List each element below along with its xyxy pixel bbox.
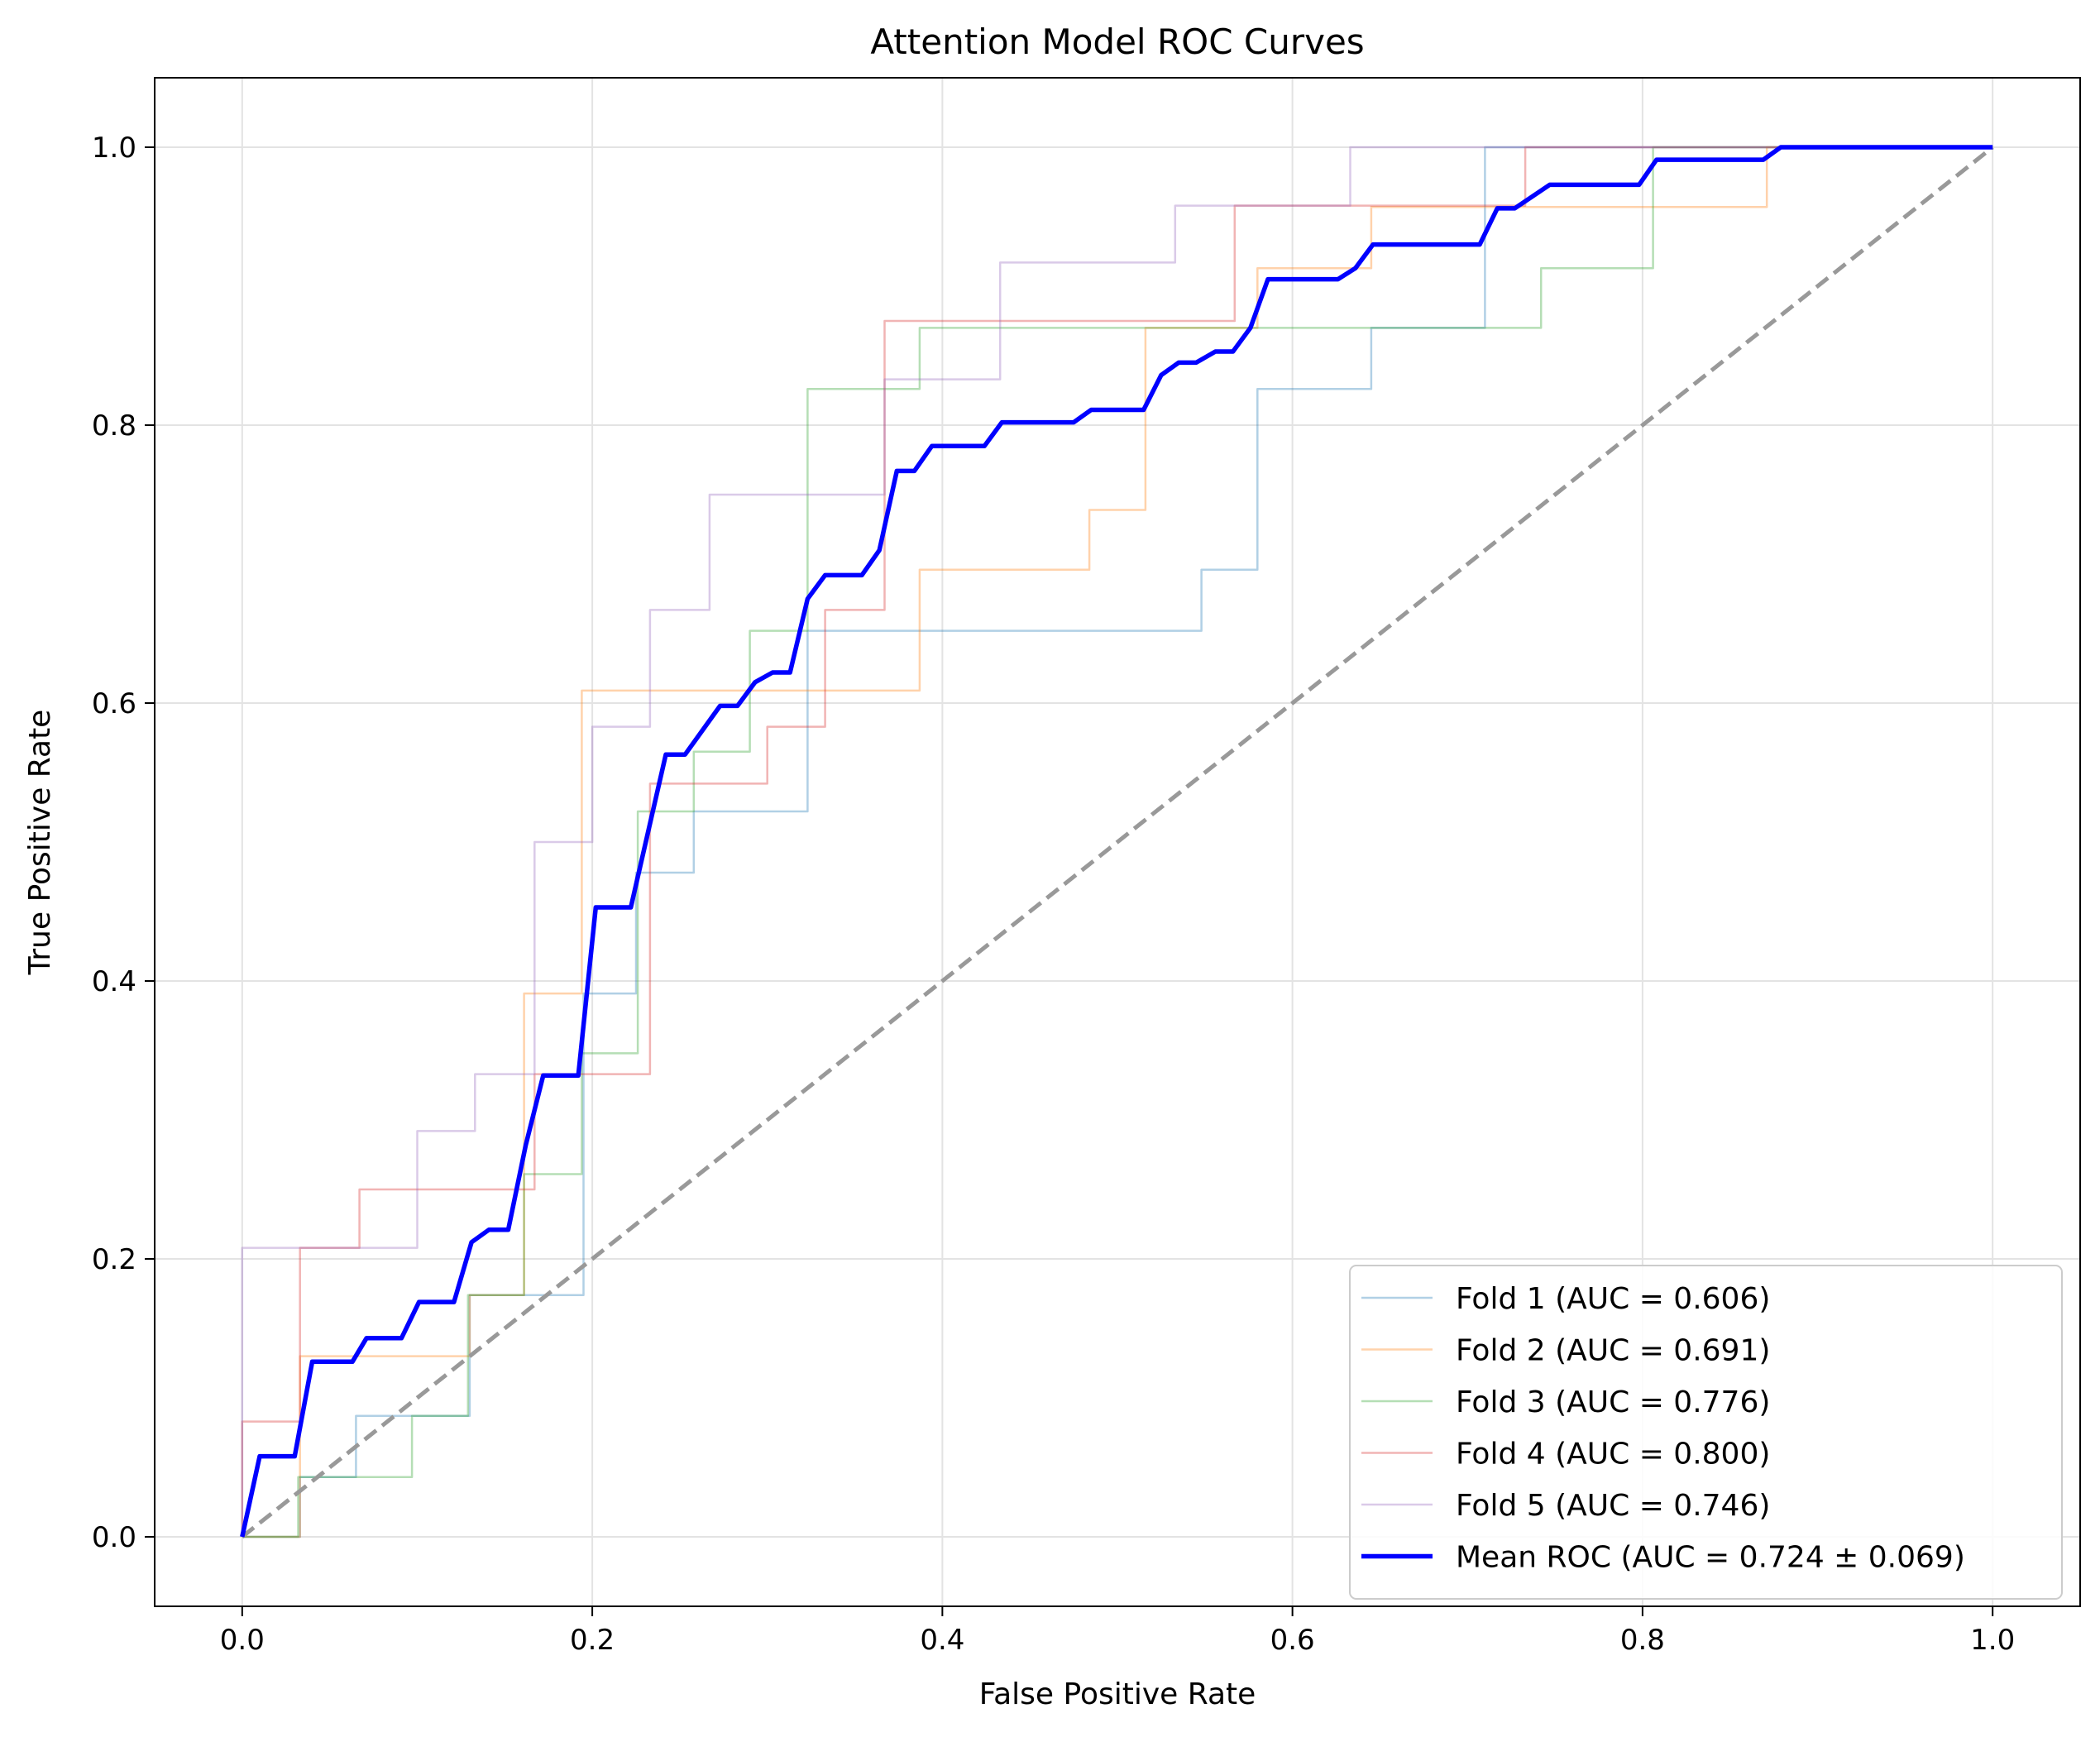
mean-roc-line (240, 145, 1993, 1538)
x-tick-label: 0.0 (220, 1624, 265, 1657)
legend-label: Fold 2 (AUC = 0.691) (1456, 1334, 1770, 1368)
legend-label: Mean ROC (AUC = 0.724 ± 0.069) (1456, 1541, 1965, 1575)
y-tick-label: 0.0 (92, 1521, 136, 1554)
x-tick-label: 0.8 (1620, 1624, 1665, 1657)
y-axis-title: True Positive Rate (23, 710, 57, 976)
fold-5-line (241, 146, 1993, 1537)
x-tick-label: 0.2 (570, 1624, 615, 1657)
legend-label: Fold 4 (AUC = 0.800) (1456, 1438, 1770, 1471)
fold-4-line (241, 146, 1993, 1537)
x-tick-label: 0.4 (920, 1624, 964, 1657)
y-tick-label: 0.2 (92, 1243, 136, 1276)
x-tick-label: 1.0 (1970, 1624, 2015, 1657)
fold-1-line (242, 146, 1993, 1538)
legend-label: Fold 1 (AUC = 0.606) (1456, 1282, 1770, 1316)
legend-label: Fold 5 (AUC = 0.746) (1456, 1489, 1770, 1523)
legend-label: Fold 3 (AUC = 0.776) (1456, 1385, 1770, 1419)
fold-2-line (242, 146, 1993, 1538)
y-tick-label: 0.6 (92, 687, 136, 720)
fold-3-line (242, 146, 1993, 1538)
y-tick-label: 1.0 (92, 132, 136, 165)
series-lines (240, 145, 1994, 1538)
x-tick-label: 0.6 (1270, 1624, 1315, 1657)
y-tick-label: 0.8 (92, 409, 136, 443)
legend: Fold 1 (AUC = 0.606) Fold 2 (AUC = 0.691)… (1349, 1265, 2063, 1600)
y-tick-label: 0.4 (92, 965, 136, 998)
axis-ticks: 0.0 0.2 0.4 0.6 0.8 1.0 0.0 0.2 0.4 0.6 0.8 1.0 (92, 132, 2015, 1657)
legend-box (1349, 1265, 2063, 1600)
grid-lines (155, 78, 2080, 1606)
plot-frame (154, 77, 2081, 1607)
x-axis-title: False Positive Rate (979, 1677, 1256, 1711)
diagonal-line (241, 146, 1994, 1538)
chart-title: Attention Model ROC Curves (870, 22, 1364, 62)
